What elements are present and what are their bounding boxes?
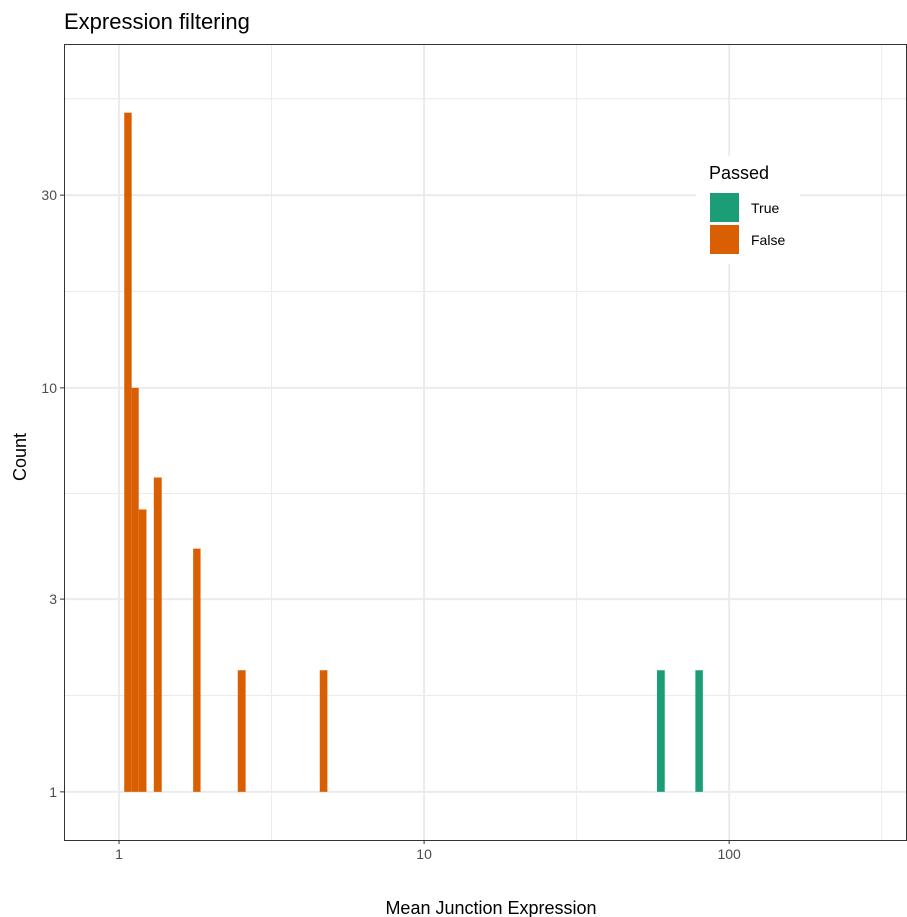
legend-title: Passed: [709, 163, 769, 183]
y-tick-label: 10: [41, 380, 57, 396]
y-tick-label: 30: [41, 187, 57, 203]
x-tick-label: 10: [416, 846, 432, 862]
y-axis-ticks: 1 3 10 30: [41, 187, 64, 800]
bar-false: [193, 548, 201, 792]
bar-false: [319, 670, 328, 792]
legend-label-false: False: [751, 232, 785, 248]
x-tick-label: 100: [717, 846, 741, 862]
bar-false: [237, 670, 246, 792]
x-tick-label: 1: [115, 846, 123, 862]
y-tick-label: 1: [49, 784, 57, 800]
bar-true: [656, 670, 665, 792]
x-axis-title: Mean Junction Expression: [385, 898, 596, 917]
histogram-bars: [124, 112, 703, 792]
x-axis-ticks: 1 10 100: [115, 840, 741, 862]
legend-label-true: True: [751, 200, 779, 216]
bar-true: [695, 670, 703, 792]
legend-key-true: [710, 193, 739, 222]
y-tick-label: 3: [49, 591, 57, 607]
legend: Passed True False: [696, 156, 800, 264]
bar-false: [138, 509, 147, 792]
minor-gridlines: [64, 44, 906, 840]
bar-false: [131, 387, 139, 792]
bar-false: [153, 477, 162, 792]
y-axis-title: Count: [10, 433, 30, 481]
chart-title: Expression filtering: [64, 9, 250, 34]
legend-key-false: [710, 225, 739, 254]
bar-false: [124, 112, 132, 792]
